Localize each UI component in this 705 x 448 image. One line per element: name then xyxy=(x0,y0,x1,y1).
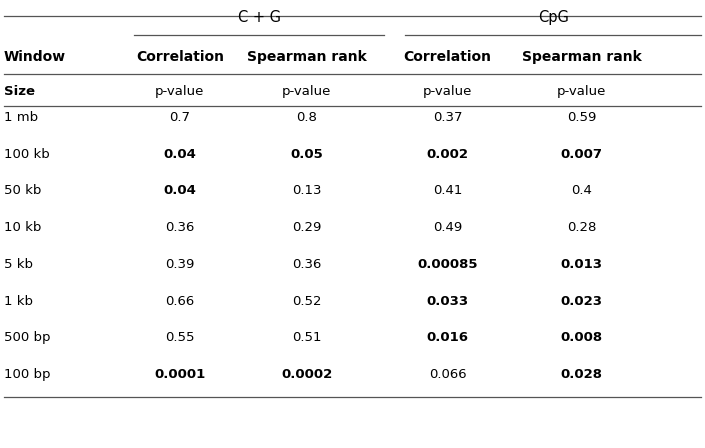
Text: Spearman rank: Spearman rank xyxy=(522,50,642,64)
Text: 0.49: 0.49 xyxy=(433,221,462,234)
Text: 0.007: 0.007 xyxy=(560,147,603,161)
Text: 0.13: 0.13 xyxy=(292,184,321,198)
Text: 50 kb: 50 kb xyxy=(4,184,41,198)
Text: 0.36: 0.36 xyxy=(165,221,195,234)
Text: 0.028: 0.028 xyxy=(560,368,603,381)
Text: 0.66: 0.66 xyxy=(165,294,195,308)
Text: 0.37: 0.37 xyxy=(433,111,462,124)
Text: 0.066: 0.066 xyxy=(429,368,467,381)
Text: Correlation: Correlation xyxy=(136,50,223,64)
Text: 10 kb: 10 kb xyxy=(4,221,41,234)
Text: p-value: p-value xyxy=(155,85,204,99)
Text: 0.04: 0.04 xyxy=(164,184,196,198)
Text: 1 mb: 1 mb xyxy=(4,111,37,124)
Text: 0.41: 0.41 xyxy=(433,184,462,198)
Text: 100 bp: 100 bp xyxy=(4,368,50,381)
Text: 0.36: 0.36 xyxy=(292,258,321,271)
Text: 5 kb: 5 kb xyxy=(4,258,32,271)
Text: 0.023: 0.023 xyxy=(560,294,603,308)
Text: p-value: p-value xyxy=(557,85,606,99)
Text: Window: Window xyxy=(4,50,66,64)
Text: 0.7: 0.7 xyxy=(169,111,190,124)
Text: 0.55: 0.55 xyxy=(165,331,195,345)
Text: p-value: p-value xyxy=(423,85,472,99)
Text: Correlation: Correlation xyxy=(404,50,491,64)
Text: Spearman rank: Spearman rank xyxy=(247,50,367,64)
Text: 0.05: 0.05 xyxy=(290,147,323,161)
Text: 0.008: 0.008 xyxy=(560,331,603,345)
Text: CpG: CpG xyxy=(538,10,569,26)
Text: 0.0002: 0.0002 xyxy=(281,368,332,381)
Text: 0.4: 0.4 xyxy=(571,184,592,198)
Text: p-value: p-value xyxy=(282,85,331,99)
Text: 0.51: 0.51 xyxy=(292,331,321,345)
Text: 0.28: 0.28 xyxy=(567,221,596,234)
Text: 0.033: 0.033 xyxy=(427,294,469,308)
Text: 0.8: 0.8 xyxy=(296,111,317,124)
Text: 0.002: 0.002 xyxy=(427,147,469,161)
Text: 0.59: 0.59 xyxy=(567,111,596,124)
Text: 0.04: 0.04 xyxy=(164,147,196,161)
Text: 0.0001: 0.0001 xyxy=(154,368,205,381)
Text: 0.29: 0.29 xyxy=(292,221,321,234)
Text: C + G: C + G xyxy=(238,10,281,26)
Text: 0.39: 0.39 xyxy=(165,258,195,271)
Text: 0.52: 0.52 xyxy=(292,294,321,308)
Text: 1 kb: 1 kb xyxy=(4,294,32,308)
Text: 0.00085: 0.00085 xyxy=(417,258,478,271)
Text: 0.016: 0.016 xyxy=(427,331,469,345)
Text: 500 bp: 500 bp xyxy=(4,331,50,345)
Text: Size: Size xyxy=(4,85,35,99)
Text: 0.013: 0.013 xyxy=(560,258,603,271)
Text: 100 kb: 100 kb xyxy=(4,147,49,161)
